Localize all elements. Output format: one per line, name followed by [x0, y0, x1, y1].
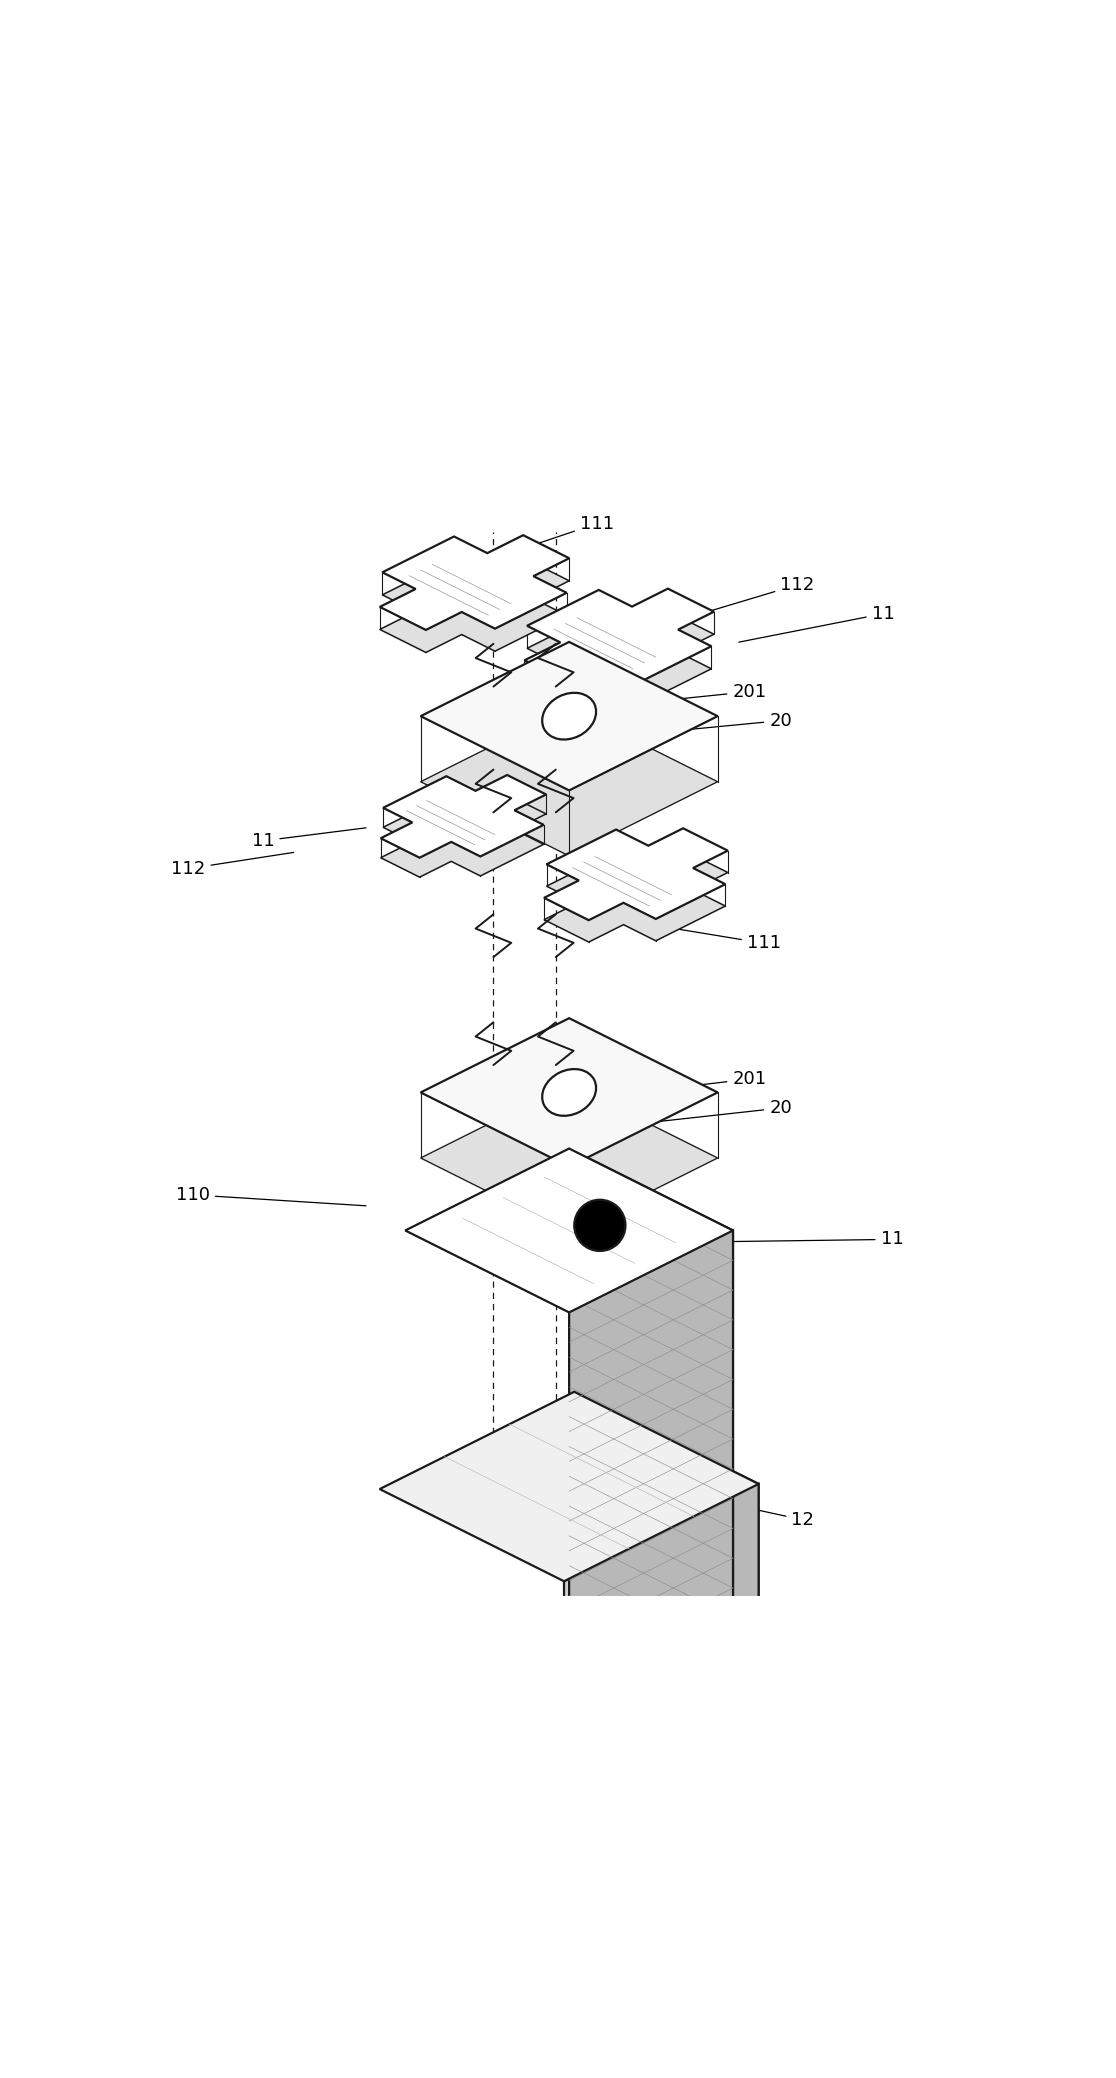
- Polygon shape: [379, 557, 569, 652]
- Polygon shape: [379, 536, 569, 630]
- Text: 11: 11: [730, 1230, 903, 1249]
- Polygon shape: [421, 642, 718, 790]
- Text: 11: 11: [251, 827, 366, 850]
- Ellipse shape: [542, 692, 596, 740]
- Text: 20: 20: [622, 1099, 792, 1126]
- Polygon shape: [564, 1484, 759, 1737]
- Polygon shape: [525, 611, 714, 707]
- Text: 201: 201: [599, 1070, 767, 1097]
- Polygon shape: [421, 1018, 718, 1166]
- Polygon shape: [421, 707, 718, 856]
- Text: 110: 110: [176, 1187, 366, 1205]
- Polygon shape: [381, 794, 546, 877]
- Polygon shape: [405, 1149, 733, 1313]
- Polygon shape: [381, 775, 546, 858]
- Polygon shape: [569, 1149, 733, 1887]
- Polygon shape: [421, 1085, 718, 1232]
- Circle shape: [575, 1199, 625, 1251]
- Text: 11: 11: [739, 605, 894, 642]
- Polygon shape: [575, 1392, 759, 1640]
- Text: 112: 112: [666, 576, 815, 623]
- Polygon shape: [525, 588, 714, 684]
- Polygon shape: [569, 1230, 733, 1968]
- Polygon shape: [543, 829, 728, 921]
- Text: 201: 201: [599, 684, 767, 707]
- Text: 112: 112: [171, 852, 294, 877]
- Polygon shape: [379, 1392, 759, 1581]
- Text: 12: 12: [683, 1494, 815, 1529]
- Ellipse shape: [542, 1068, 596, 1116]
- Polygon shape: [543, 850, 728, 941]
- Text: 20: 20: [622, 711, 792, 736]
- Text: 13: 13: [549, 1207, 642, 1232]
- Text: 111: 111: [478, 515, 614, 563]
- Text: 111: 111: [672, 929, 781, 952]
